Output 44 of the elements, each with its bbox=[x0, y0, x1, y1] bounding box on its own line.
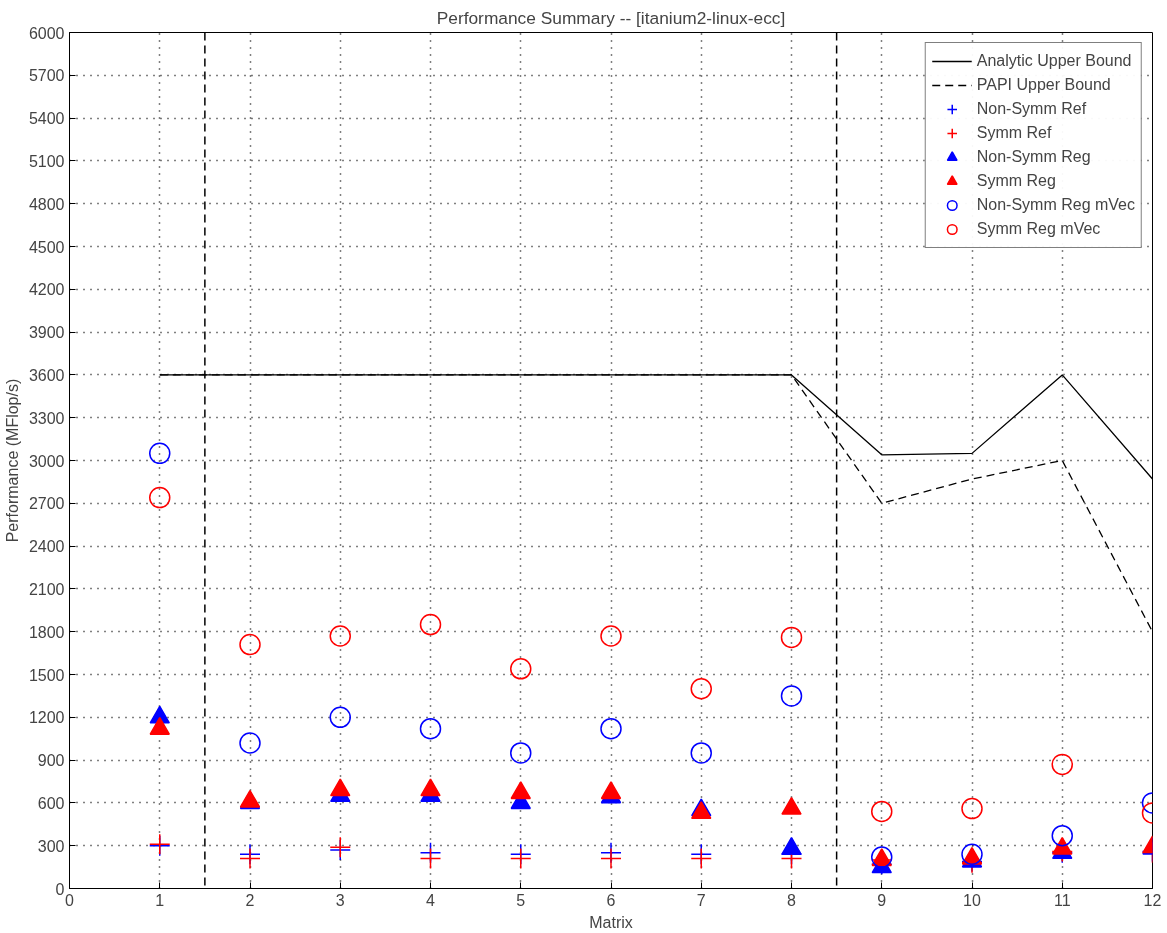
y-tick-label: 6000 bbox=[28, 24, 65, 42]
legend-label: Non-Symm Reg mVec bbox=[976, 195, 1135, 215]
x-tick-label: 4 bbox=[426, 891, 436, 909]
legend-label: Symm Reg bbox=[976, 171, 1056, 191]
x-tick-label: 7 bbox=[696, 891, 706, 909]
legend-label: Analytic Upper Bound bbox=[976, 51, 1132, 71]
y-tick-label: 600 bbox=[37, 794, 65, 812]
y-tick-label: 2400 bbox=[28, 538, 65, 556]
y-tick-label: 2100 bbox=[28, 580, 65, 598]
y-tick-label: 3000 bbox=[28, 452, 65, 470]
x-tick-label: 9 bbox=[877, 891, 887, 909]
y-tick-label: 1200 bbox=[28, 709, 65, 727]
legend-label: Non-Symm Reg bbox=[976, 147, 1091, 167]
y-tick-label: 3600 bbox=[28, 366, 65, 384]
x-tick-label: 10 bbox=[963, 891, 981, 909]
x-tick-label: 1 bbox=[155, 891, 165, 909]
y-tick-label: 300 bbox=[37, 837, 65, 855]
y-tick-label: 1800 bbox=[28, 623, 65, 641]
y-tick-label: 900 bbox=[37, 752, 65, 770]
legend-label: Symm Ref bbox=[976, 123, 1052, 143]
y-tick-label: 1500 bbox=[28, 666, 65, 684]
x-axis-title: Matrix bbox=[589, 913, 633, 931]
y-tick-label: 5100 bbox=[28, 152, 65, 170]
chart-title: Performance Summary -- [itanium2-linux-ecc] bbox=[436, 7, 786, 28]
x-tick-label: 3 bbox=[335, 891, 345, 909]
x-tick-label: 8 bbox=[787, 891, 797, 909]
y-tick-label: 4500 bbox=[28, 238, 65, 256]
x-tick-label: 2 bbox=[245, 891, 255, 909]
legend-label: Non-Symm Ref bbox=[976, 99, 1087, 119]
x-tick-label: 5 bbox=[516, 891, 526, 909]
y-tick-label: 5700 bbox=[28, 67, 65, 85]
x-tick-label: 12 bbox=[1143, 891, 1162, 909]
legend-label: PAPI Upper Bound bbox=[976, 75, 1111, 95]
y-tick-label: 4200 bbox=[28, 281, 65, 299]
y-axis-title: Performance (MFlop/s) bbox=[3, 378, 21, 543]
y-tick-label: 4800 bbox=[28, 195, 65, 213]
y-tick-label: 2700 bbox=[28, 495, 65, 513]
y-tick-label: 3300 bbox=[28, 409, 65, 427]
y-tick-label: 0 bbox=[55, 880, 65, 898]
y-tick-label: 3900 bbox=[28, 324, 65, 342]
x-tick-label: 6 bbox=[606, 891, 616, 909]
x-tick-label: 11 bbox=[1053, 891, 1071, 909]
y-tick-label: 5400 bbox=[28, 110, 65, 128]
legend-label: Symm Reg mVec bbox=[976, 219, 1101, 239]
